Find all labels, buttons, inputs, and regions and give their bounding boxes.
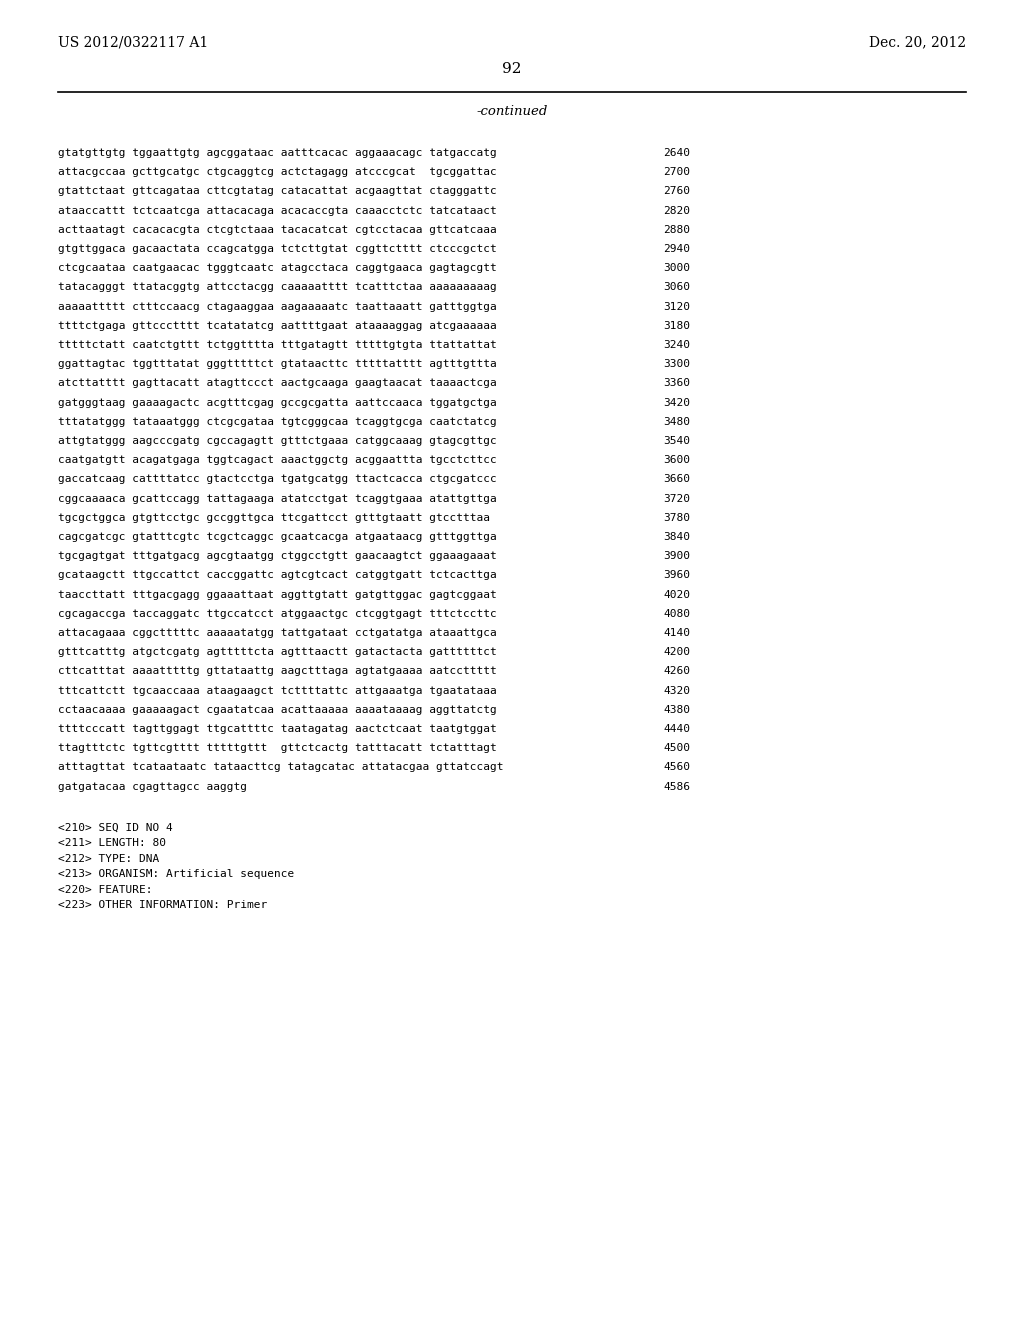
Text: 3240: 3240 bbox=[663, 341, 690, 350]
Text: Dec. 20, 2012: Dec. 20, 2012 bbox=[869, 36, 966, 49]
Text: <212> TYPE: DNA: <212> TYPE: DNA bbox=[58, 854, 160, 863]
Text: tttttctatt caatctgttt tctggtttta tttgatagtt tttttgtgta ttattattat: tttttctatt caatctgttt tctggtttta tttgata… bbox=[58, 341, 497, 350]
Text: ttagtttctc tgttcgtttt tttttgttt  gttctcactg tatttacatt tctatttagt: ttagtttctc tgttcgtttt tttttgttt gttctcac… bbox=[58, 743, 497, 754]
Text: 4260: 4260 bbox=[663, 667, 690, 676]
Text: atttagttat tcataataatc tataacttcg tatagcatac attatacgaa gttatccagt: atttagttat tcataataatc tataacttcg tatagc… bbox=[58, 763, 504, 772]
Text: gtttcatttg atgctcgatg agtttttcta agtttaactt gatactacta gattttttct: gtttcatttg atgctcgatg agtttttcta agtttaa… bbox=[58, 647, 497, 657]
Text: 4320: 4320 bbox=[663, 685, 690, 696]
Text: caatgatgtt acagatgaga tggtcagact aaactggctg acggaattta tgcctcttcc: caatgatgtt acagatgaga tggtcagact aaactgg… bbox=[58, 455, 497, 465]
Text: atcttatttt gagttacatt atagttccct aactgcaaga gaagtaacat taaaactcga: atcttatttt gagttacatt atagttccct aactgca… bbox=[58, 379, 497, 388]
Text: 2940: 2940 bbox=[663, 244, 690, 253]
Text: gtattctaat gttcagataa cttcgtatag catacattat acgaagttat ctagggattc: gtattctaat gttcagataa cttcgtatag catacat… bbox=[58, 186, 497, 197]
Text: cgcagaccga taccaggatc ttgccatcct atggaactgc ctcggtgagt tttctccttc: cgcagaccga taccaggatc ttgccatcct atggaac… bbox=[58, 609, 497, 619]
Text: 3600: 3600 bbox=[663, 455, 690, 465]
Text: 4560: 4560 bbox=[663, 763, 690, 772]
Text: 3360: 3360 bbox=[663, 379, 690, 388]
Text: <210> SEQ ID NO 4: <210> SEQ ID NO 4 bbox=[58, 822, 173, 833]
Text: 3300: 3300 bbox=[663, 359, 690, 370]
Text: 4586: 4586 bbox=[663, 781, 690, 792]
Text: aaaaattttt ctttccaacg ctagaaggaa aagaaaaatc taattaaatt gatttggtga: aaaaattttt ctttccaacg ctagaaggaa aagaaaa… bbox=[58, 301, 497, 312]
Text: 2820: 2820 bbox=[663, 206, 690, 215]
Text: 3780: 3780 bbox=[663, 512, 690, 523]
Text: gatgatacaa cgagttagcc aaggtg: gatgatacaa cgagttagcc aaggtg bbox=[58, 781, 247, 792]
Text: cttcatttat aaaatttttg gttataattg aagctttaga agtatgaaaa aatccttttt: cttcatttat aaaatttttg gttataattg aagcttt… bbox=[58, 667, 497, 676]
Text: 3120: 3120 bbox=[663, 301, 690, 312]
Text: gtatgttgtg tggaattgtg agcggataac aatttcacac aggaaacagc tatgaccatg: gtatgttgtg tggaattgtg agcggataac aatttca… bbox=[58, 148, 497, 158]
Text: gtgttggaca gacaactata ccagcatgga tctcttgtat cggttctttt ctcccgctct: gtgttggaca gacaactata ccagcatgga tctcttg… bbox=[58, 244, 497, 253]
Text: cagcgatcgc gtatttcgtc tcgctcaggc gcaatcacga atgaataacg gtttggttga: cagcgatcgc gtatttcgtc tcgctcaggc gcaatca… bbox=[58, 532, 497, 543]
Text: 3480: 3480 bbox=[663, 417, 690, 426]
Text: 2640: 2640 bbox=[663, 148, 690, 158]
Text: attgtatggg aagcccgatg cgccagagtt gtttctgaaa catggcaaag gtagcgttgc: attgtatggg aagcccgatg cgccagagtt gtttctg… bbox=[58, 436, 497, 446]
Text: <220> FEATURE:: <220> FEATURE: bbox=[58, 884, 153, 895]
Text: gcataagctt ttgccattct caccggattc agtcgtcact catggtgatt tctcacttga: gcataagctt ttgccattct caccggattc agtcgtc… bbox=[58, 570, 497, 581]
Text: <223> OTHER INFORMATION: Primer: <223> OTHER INFORMATION: Primer bbox=[58, 900, 267, 911]
Text: 3720: 3720 bbox=[663, 494, 690, 504]
Text: 4200: 4200 bbox=[663, 647, 690, 657]
Text: ataaccattt tctcaatcga attacacaga acacaccgta caaacctctc tatcataact: ataaccattt tctcaatcga attacacaga acacacc… bbox=[58, 206, 497, 215]
Text: tgcgagtgat tttgatgacg agcgtaatgg ctggcctgtt gaacaagtct ggaaagaaat: tgcgagtgat tttgatgacg agcgtaatgg ctggcct… bbox=[58, 552, 497, 561]
Text: 2760: 2760 bbox=[663, 186, 690, 197]
Text: <213> ORGANISM: Artificial sequence: <213> ORGANISM: Artificial sequence bbox=[58, 870, 294, 879]
Text: gatgggtaag gaaaagactc acgtttcgag gccgcgatta aattccaaca tggatgctga: gatgggtaag gaaaagactc acgtttcgag gccgcga… bbox=[58, 397, 497, 408]
Text: 3960: 3960 bbox=[663, 570, 690, 581]
Text: 3540: 3540 bbox=[663, 436, 690, 446]
Text: attacagaaa cggctttttc aaaaatatgg tattgataat cctgatatga ataaattgca: attacagaaa cggctttttc aaaaatatgg tattgat… bbox=[58, 628, 497, 638]
Text: 3900: 3900 bbox=[663, 552, 690, 561]
Text: <211> LENGTH: 80: <211> LENGTH: 80 bbox=[58, 838, 166, 849]
Text: tatacagggt ttatacggtg attcctacgg caaaaatttt tcatttctaa aaaaaaaaag: tatacagggt ttatacggtg attcctacgg caaaaat… bbox=[58, 282, 497, 293]
Text: 3660: 3660 bbox=[663, 474, 690, 484]
Text: 4020: 4020 bbox=[663, 590, 690, 599]
Text: cggcaaaaca gcattccagg tattagaaga atatcctgat tcaggtgaaa atattgttga: cggcaaaaca gcattccagg tattagaaga atatcct… bbox=[58, 494, 497, 504]
Text: ctcgcaataa caatgaacac tgggtcaatc atagcctaca caggtgaaca gagtagcgtt: ctcgcaataa caatgaacac tgggtcaatc atagcct… bbox=[58, 263, 497, 273]
Text: gaccatcaag cattttatcc gtactcctga tgatgcatgg ttactcacca ctgcgatccc: gaccatcaag cattttatcc gtactcctga tgatgca… bbox=[58, 474, 497, 484]
Text: 2700: 2700 bbox=[663, 168, 690, 177]
Text: ttttctgaga gttccctttt tcatatatcg aattttgaat ataaaaggag atcgaaaaaa: ttttctgaga gttccctttt tcatatatcg aattttg… bbox=[58, 321, 497, 331]
Text: 92: 92 bbox=[502, 62, 522, 77]
Text: 3180: 3180 bbox=[663, 321, 690, 331]
Text: tttatatggg tataaatggg ctcgcgataa tgtcgggcaa tcaggtgcga caatctatcg: tttatatggg tataaatggg ctcgcgataa tgtcggg… bbox=[58, 417, 497, 426]
Text: 4500: 4500 bbox=[663, 743, 690, 754]
Text: tgcgctggca gtgttcctgc gccggttgca ttcgattcct gtttgtaatt gtcctttaa: tgcgctggca gtgttcctgc gccggttgca ttcgatt… bbox=[58, 512, 490, 523]
Text: 3060: 3060 bbox=[663, 282, 690, 293]
Text: 4080: 4080 bbox=[663, 609, 690, 619]
Text: ttttcccatt tagttggagt ttgcattttc taatagatag aactctcaat taatgtggat: ttttcccatt tagttggagt ttgcattttc taataga… bbox=[58, 723, 497, 734]
Text: ggattagtac tggtttatat gggtttttct gtataacttc tttttatttt agtttgttta: ggattagtac tggtttatat gggtttttct gtataac… bbox=[58, 359, 497, 370]
Text: US 2012/0322117 A1: US 2012/0322117 A1 bbox=[58, 36, 208, 49]
Text: 2880: 2880 bbox=[663, 224, 690, 235]
Text: 4380: 4380 bbox=[663, 705, 690, 715]
Text: acttaatagt cacacacgta ctcgtctaaa tacacatcat cgtcctacaa gttcatcaaa: acttaatagt cacacacgta ctcgtctaaa tacacat… bbox=[58, 224, 497, 235]
Text: 3420: 3420 bbox=[663, 397, 690, 408]
Text: taaccttatt tttgacgagg ggaaattaat aggttgtatt gatgttggac gagtcggaat: taaccttatt tttgacgagg ggaaattaat aggttgt… bbox=[58, 590, 497, 599]
Text: 4440: 4440 bbox=[663, 723, 690, 734]
Text: -continued: -continued bbox=[476, 106, 548, 117]
Text: cctaacaaaa gaaaaagact cgaatatcaa acattaaaaa aaaataaaag aggttatctg: cctaacaaaa gaaaaagact cgaatatcaa acattaa… bbox=[58, 705, 497, 715]
Text: attacgccaa gcttgcatgc ctgcaggtcg actctagagg atcccgcat  tgcggattac: attacgccaa gcttgcatgc ctgcaggtcg actctag… bbox=[58, 168, 497, 177]
Text: 3840: 3840 bbox=[663, 532, 690, 543]
Text: tttcattctt tgcaaccaaa ataagaagct tcttttattc attgaaatga tgaatataaa: tttcattctt tgcaaccaaa ataagaagct tctttta… bbox=[58, 685, 497, 696]
Text: 4140: 4140 bbox=[663, 628, 690, 638]
Text: 3000: 3000 bbox=[663, 263, 690, 273]
